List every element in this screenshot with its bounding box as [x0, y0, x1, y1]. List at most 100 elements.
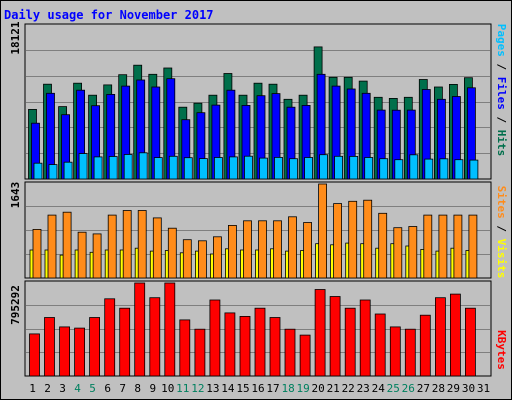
x-tick-label-14: 14: [221, 382, 235, 395]
bar-pages-4: [78, 153, 88, 180]
chart-title: Daily usage for November 2017: [4, 8, 214, 22]
x-tick-label-29: 29: [447, 382, 460, 395]
x-tick-label-3: 3: [59, 382, 66, 395]
x-tick-label-1: 1: [29, 382, 36, 395]
bar-pages-7: [123, 154, 133, 180]
bar-kbytes-20: [314, 289, 326, 377]
legend-separator: /: [495, 57, 508, 77]
bar-sites-15: [243, 220, 252, 279]
legend-separator: /: [495, 219, 508, 239]
legend-kbytes: KBytes: [495, 330, 508, 370]
x-tick-label-8: 8: [134, 382, 141, 395]
legend-sites: Sites: [495, 186, 508, 219]
bar-kbytes-14: [224, 312, 236, 377]
x-tick-label-24: 24: [372, 382, 386, 395]
bar-sites-12: [197, 240, 207, 279]
bar-kbytes-27: [419, 314, 431, 377]
bar-kbytes-19: [299, 334, 311, 377]
bar-kbytes-24: [374, 313, 386, 377]
bar-pages-26: [409, 154, 419, 180]
bar-sites-5: [92, 233, 102, 279]
bar-kbytes-8: [134, 282, 146, 377]
bar-kbytes-10: [164, 282, 176, 377]
bar-kbytes-25: [389, 326, 401, 377]
bar-sites-6: [107, 214, 117, 279]
bar-kbytes-23: [359, 299, 371, 377]
x-tick-label-17: 17: [266, 382, 279, 395]
bar-sites-24: [378, 212, 388, 279]
bar-pages-18: [289, 158, 298, 180]
legend-visits: Visits: [495, 239, 508, 279]
legend-sites-visits: Sites / Visits: [495, 186, 508, 279]
legend-pages-files-hits: Pages / Files / Hits: [495, 24, 508, 157]
bar-pages-2: [48, 164, 58, 180]
x-tick-label-16: 16: [251, 382, 264, 395]
bar-sites-23: [363, 199, 373, 279]
bar-pages-22: [349, 155, 359, 180]
bar-pages-19: [304, 157, 314, 180]
bar-kbytes-28: [434, 297, 446, 377]
x-tick-label-28: 28: [432, 382, 445, 395]
x-tick-label-2: 2: [44, 382, 51, 395]
bar-kbytes-17: [269, 317, 281, 377]
bar-pages-29: [454, 159, 464, 180]
x-tick-label-30: 30: [462, 382, 475, 395]
bar-sites-29: [453, 214, 463, 279]
x-tick-label-26: 26: [402, 382, 415, 395]
bar-kbytes-26: [404, 328, 416, 377]
x-tick-label-6: 6: [104, 382, 111, 395]
bar-sites-20: [318, 183, 328, 279]
bar-kbytes-13: [209, 299, 221, 377]
bar-pages-6: [108, 156, 118, 180]
bar-sites-7: [122, 210, 132, 279]
x-tick-label-25: 25: [387, 382, 400, 395]
bar-pages-28: [439, 158, 449, 180]
x-tick-label-20: 20: [311, 382, 324, 395]
bar-sites-3: [62, 211, 72, 279]
ymax-label-kbytes: 795292: [9, 285, 22, 325]
bar-sites-22: [348, 200, 358, 279]
bar-sites-21: [333, 203, 343, 279]
bar-kbytes-29: [449, 293, 461, 377]
x-tick-label-7: 7: [119, 382, 126, 395]
x-tick-label-31: 31: [477, 382, 490, 395]
bar-pages-23: [364, 157, 374, 180]
bar-sites-2: [47, 214, 57, 279]
bar-sites-4: [77, 231, 87, 279]
bar-sites-8: [137, 210, 147, 279]
x-tick-label-4: 4: [74, 382, 81, 395]
bar-sites-14: [227, 224, 237, 279]
bar-pages-8: [138, 152, 148, 180]
bar-pages-25: [394, 159, 404, 180]
bar-pages-1: [33, 162, 43, 180]
bar-sites-28: [438, 214, 448, 279]
bar-pages-13: [213, 157, 223, 180]
bar-pages-3: [63, 161, 73, 180]
bar-kbytes-3: [59, 326, 70, 377]
bar-sites-19: [303, 222, 313, 279]
x-tick-label-22: 22: [342, 382, 355, 395]
bar-kbytes-15: [239, 315, 251, 377]
bar-sites-1: [32, 228, 42, 279]
bar-pages-10: [168, 155, 178, 180]
bar-kbytes-12: [194, 328, 206, 377]
bar-pages-20: [319, 154, 329, 180]
bar-pages-15: [244, 155, 253, 180]
ymax-label-pages-files-hits: 18121: [9, 21, 22, 54]
bar-pages-16: [259, 157, 268, 180]
x-tick-label-11: 11: [176, 382, 189, 395]
bar-pages-5: [93, 156, 103, 180]
x-tick-label-19: 19: [296, 382, 309, 395]
bar-sites-9: [152, 217, 162, 279]
x-tick-label-5: 5: [89, 382, 96, 395]
bar-kbytes-7: [119, 307, 131, 377]
x-tick-label-10: 10: [161, 382, 174, 395]
bar-pages-24: [379, 158, 389, 180]
bar-kbytes-22: [344, 307, 356, 377]
bar-pages-17: [274, 156, 283, 180]
x-tick-label-13: 13: [206, 382, 219, 395]
legend-files: Files: [495, 77, 508, 110]
bar-pages-21: [334, 155, 344, 180]
bar-sites-26: [408, 226, 418, 279]
bar-sites-10: [167, 227, 177, 279]
